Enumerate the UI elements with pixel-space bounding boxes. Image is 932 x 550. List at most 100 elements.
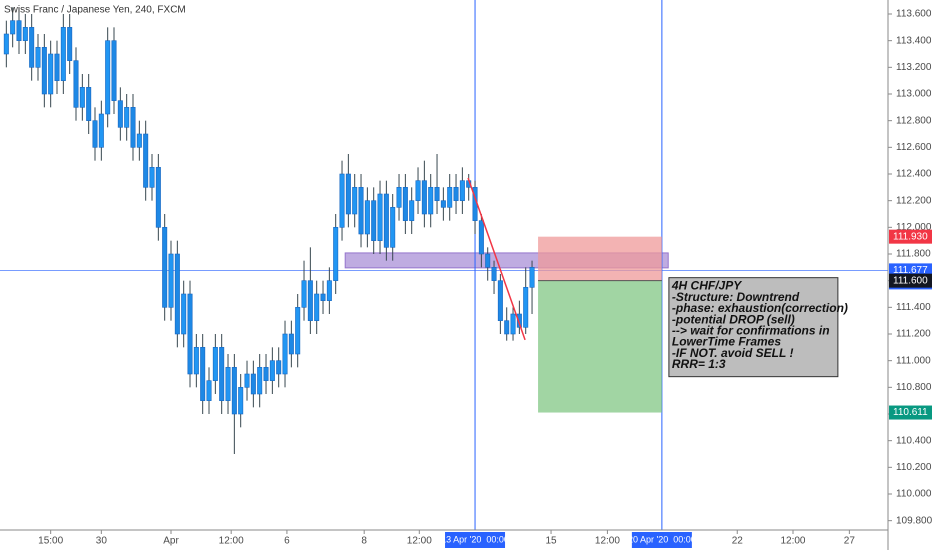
y-tick-label: 110.400 (896, 435, 932, 446)
candle-body (345, 173, 351, 215)
candle-body (105, 40, 111, 115)
candle-body (41, 47, 47, 95)
candle-body (225, 367, 231, 401)
candle-body (504, 320, 510, 335)
x-tick-label: 22 (732, 536, 744, 547)
x-tick-label: 15:00 (38, 536, 63, 547)
y-tick-label: 111.000 (896, 355, 931, 366)
x-tick-label: 30 (96, 536, 108, 547)
candle-body (516, 313, 522, 328)
candle-body (510, 313, 516, 335)
candle-body (187, 293, 193, 375)
candle-body (86, 87, 92, 121)
candle-body (193, 347, 199, 375)
candle-body (136, 133, 142, 148)
x-tick-label: 8 (361, 536, 367, 547)
candle-body (92, 120, 98, 148)
candle-body (212, 347, 218, 381)
candle-body (143, 133, 149, 188)
candle-body (478, 220, 484, 255)
x-tick-label: 12:00 (595, 536, 620, 547)
candle-body (238, 387, 244, 415)
y-tick-label: 113.200 (896, 62, 932, 73)
candle-body (98, 113, 104, 148)
x-tick-label: 15 (545, 536, 557, 547)
candle-body (60, 27, 66, 81)
stop-label: 111.930 (893, 231, 928, 242)
trend-line (467, 177, 526, 341)
x-tick-label: 12:00 (780, 536, 805, 547)
entry-label-box (889, 273, 932, 288)
candle-body (257, 367, 263, 395)
candle-body (402, 187, 408, 221)
x-tick-label: Apr (163, 536, 179, 547)
candle-body (415, 180, 421, 201)
y-tick-label: 111.400 (896, 302, 931, 313)
candle-body (339, 173, 345, 228)
candle-body (162, 227, 168, 308)
candle-body (181, 293, 187, 335)
candle-body (276, 360, 282, 375)
candle-body (301, 280, 307, 308)
candle-body (358, 187, 364, 235)
candle-body (447, 187, 453, 208)
candle-body (117, 100, 123, 128)
annotation-line: -Structure: Downtrend (672, 290, 800, 304)
candle-body (29, 27, 35, 68)
candle-body (124, 107, 130, 128)
candle-body (250, 373, 256, 395)
candle-body (396, 187, 402, 208)
candle-body (352, 187, 358, 215)
candle-body (453, 187, 459, 201)
candle-body (155, 167, 161, 228)
candle-body (364, 200, 370, 235)
y-tick-label: 111.200 (896, 329, 931, 340)
candle-body (168, 253, 174, 308)
target-label: 110.611 (893, 407, 928, 418)
candle-body (130, 107, 136, 148)
y-tick-label: 110.200 (896, 462, 932, 473)
marker-label-box (445, 532, 506, 548)
annotation-line: LowerTime Frames (672, 335, 781, 349)
y-tick-label: 112.600 (896, 142, 932, 153)
annotation-line: -phase: exhaustion(correction) (672, 301, 848, 315)
y-tick-label: 112.800 (896, 115, 932, 126)
candle-body (73, 60, 79, 108)
candle-body (371, 200, 377, 241)
candle-body (491, 267, 497, 281)
candle-body (263, 367, 269, 381)
candle-body (219, 347, 225, 401)
entry-label: 111.600 (893, 275, 928, 286)
x-tick-label: 12:00 (219, 536, 244, 547)
annotation-line: -IF NOT. avoid SELL ! (672, 346, 794, 360)
candle-body (434, 187, 440, 201)
candle-body (200, 347, 206, 401)
candle-body (523, 287, 529, 328)
x-tick-label: 12:00 (407, 536, 432, 547)
annotation-line: 4H CHF/JPY (671, 279, 742, 293)
y-tick-label: 111.800 (896, 249, 931, 260)
candle-body (320, 293, 326, 301)
candle-body (174, 253, 180, 335)
candle-body (206, 380, 212, 401)
candle-body (231, 367, 237, 415)
y-tick-label: 110.800 (896, 382, 932, 393)
chart-title: Swiss Franc / Japanese Yen, 240, FXCM (4, 5, 186, 16)
candle-body (269, 360, 275, 381)
candle-body (288, 333, 294, 355)
candle-body (383, 193, 389, 248)
candle-body (54, 53, 60, 81)
candle-body (326, 280, 332, 301)
annotation-line: -potential DROP (sell) (672, 312, 795, 326)
annotation-line: --> wait for confirmations in (672, 323, 830, 337)
candle-body (497, 280, 503, 321)
marker-label: 20 Apr '20 00:00 (628, 534, 696, 544)
candle-body (307, 280, 313, 321)
candle-body (149, 167, 155, 188)
y-tick-label: 109.800 (896, 515, 932, 526)
risk-box (538, 236, 662, 281)
candle-body (244, 373, 250, 388)
annotation: 4H CHF/JPY-Structure: Downtrend-phase: e… (668, 277, 848, 378)
candle-body (428, 187, 434, 215)
